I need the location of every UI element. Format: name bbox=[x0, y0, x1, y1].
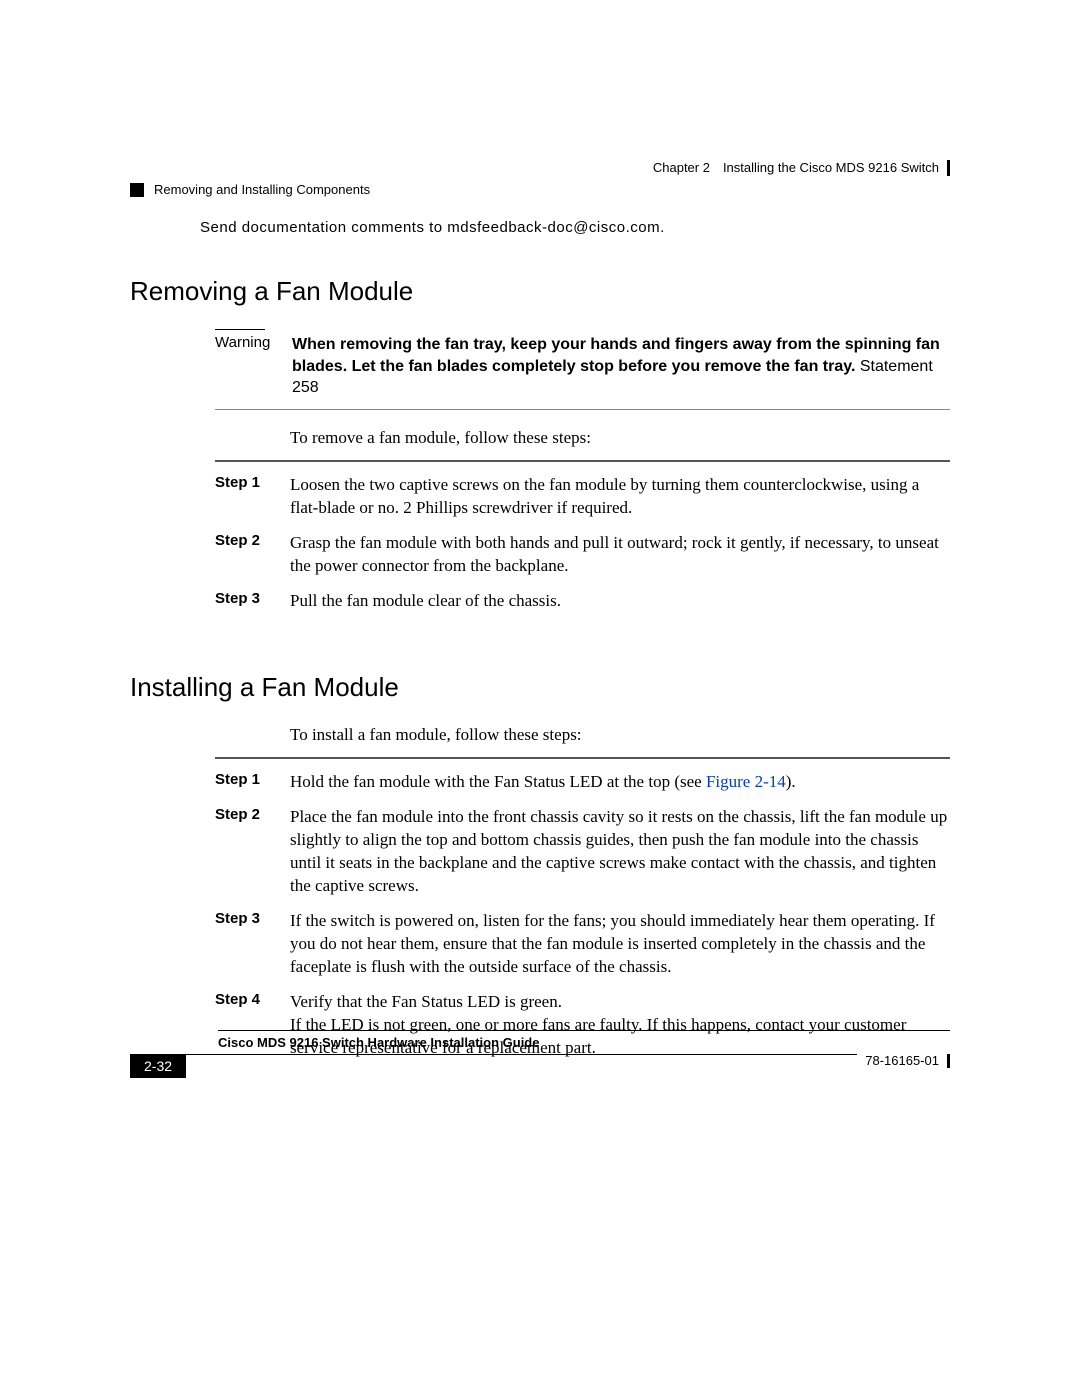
header-section-row: Removing and Installing Components bbox=[130, 182, 950, 197]
installing-step-row: Step 2 Place the fan module into the fro… bbox=[215, 806, 950, 898]
removing-steps-rule bbox=[215, 460, 950, 462]
step-label: Step 1 bbox=[215, 771, 290, 794]
step-text: Hold the fan module with the Fan Status … bbox=[290, 771, 950, 794]
heading-installing: Installing a Fan Module bbox=[130, 672, 950, 703]
removing-step-row: Step 3 Pull the fan module clear of the … bbox=[215, 590, 950, 613]
installing-step-row: Step 3 If the switch is powered on, list… bbox=[215, 910, 950, 979]
footer-bottom-row: 2-32 78-16165-01 bbox=[130, 1054, 950, 1078]
installing-steps-rule bbox=[215, 757, 950, 759]
warning-text: When removing the fan tray, keep your ha… bbox=[292, 334, 950, 399]
page-content: Chapter 2 Installing the Cisco MDS 9216 … bbox=[130, 160, 950, 1060]
header-chapter: Chapter 2 Installing the Cisco MDS 9216 … bbox=[130, 160, 950, 176]
footer-top-rule bbox=[218, 1030, 950, 1031]
installing-step-row: Step 1 Hold the fan module with the Fan … bbox=[215, 771, 950, 794]
step-text: Grasp the fan module with both hands and… bbox=[290, 532, 950, 578]
warning-block: Warning When removing the fan tray, keep… bbox=[215, 334, 950, 410]
warning-label: Warning bbox=[215, 334, 292, 399]
step-text: If the switch is powered on, listen for … bbox=[290, 910, 950, 979]
footer-guide-title: Cisco MDS 9216 Switch Hardware Installat… bbox=[218, 1035, 950, 1050]
removing-step-row: Step 1 Loosen the two captive screws on … bbox=[215, 474, 950, 520]
heading-removing: Removing a Fan Module bbox=[130, 276, 950, 307]
removing-intro: To remove a fan module, follow these ste… bbox=[290, 428, 950, 448]
footer-mid-rule bbox=[186, 1054, 857, 1055]
figure-link[interactable]: Figure 2-14 bbox=[706, 772, 786, 791]
step-label: Step 3 bbox=[215, 910, 290, 979]
step-text: Place the fan module into the front chas… bbox=[290, 806, 950, 898]
step-label: Step 2 bbox=[215, 532, 290, 578]
installing-intro: To install a fan module, follow these st… bbox=[290, 725, 950, 745]
feedback-line: Send documentation comments to mdsfeedba… bbox=[200, 219, 950, 236]
step-label: Step 2 bbox=[215, 806, 290, 898]
step-label: Step 3 bbox=[215, 590, 290, 613]
step-label: Step 1 bbox=[215, 474, 290, 520]
header-section-text: Removing and Installing Components bbox=[154, 182, 370, 197]
page-footer: Cisco MDS 9216 Switch Hardware Installat… bbox=[130, 1030, 950, 1078]
warning-bold-text: When removing the fan tray, keep your ha… bbox=[292, 336, 940, 375]
step1-post: ). bbox=[786, 772, 796, 791]
section-marker-icon bbox=[130, 183, 144, 197]
doc-number: 78-16165-01 bbox=[865, 1054, 950, 1068]
step-text: Pull the fan module clear of the chassis… bbox=[290, 590, 950, 613]
removing-step-row: Step 2 Grasp the fan module with both ha… bbox=[215, 532, 950, 578]
step-text: Loosen the two captive screws on the fan… bbox=[290, 474, 950, 520]
warning-top-rule bbox=[215, 329, 265, 330]
step1-pre: Hold the fan module with the Fan Status … bbox=[290, 772, 706, 791]
page-number: 2-32 bbox=[130, 1054, 186, 1078]
